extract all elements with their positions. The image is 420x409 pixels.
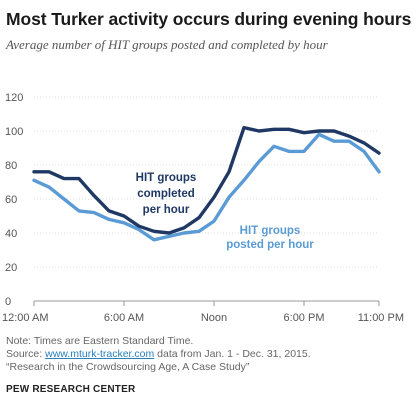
- series-label-posted-1: posted per hour: [226, 239, 314, 251]
- series-line-posted: [32, 132, 381, 242]
- y-tick-label-0: 0: [5, 296, 11, 308]
- y-tick-label-20: 20: [5, 262, 17, 274]
- y-tick-label-80: 80: [5, 160, 17, 172]
- y-tick-label-60: 60: [5, 194, 17, 206]
- series-line-completed: [32, 125, 381, 235]
- y-tick-label-40: 40: [5, 228, 17, 240]
- x-tick-label-3: 6:00 PM: [284, 312, 325, 324]
- y-tick-label-120: 120: [5, 92, 23, 104]
- chart-subtitle: Average number of HIT groups posted and …: [6, 37, 328, 52]
- source-line: Source: www.mturk-tracker.com data from …: [6, 348, 311, 361]
- series-label-completed-2: per hour: [143, 204, 190, 216]
- x-axis: 12:00 AM 6:00 AM Noon 6:00 PM 11:00 PM: [2, 300, 404, 324]
- series-lines: [32, 125, 381, 242]
- y-axis: 0 20 40 60 80 100 120: [5, 92, 23, 308]
- x-tick-label-0: 12:00 AM: [2, 312, 48, 324]
- source-link[interactable]: www.mturk-tracker.com: [45, 348, 155, 360]
- y-tick-label-100: 100: [5, 126, 23, 138]
- series-labels: HIT groups completed per hour HIT groups pos…: [136, 172, 315, 251]
- series-label-completed-0: HIT groups: [136, 172, 197, 184]
- chart-notes: Note: Times are Eastern Standard Time. S…: [6, 335, 311, 374]
- note-text: Note: Times are Eastern Standard Time.: [6, 335, 194, 347]
- x-tick-label-1: 6:00 AM: [104, 312, 144, 324]
- source-suffix: data from Jan. 1 - Dec. 31, 2015.: [154, 348, 311, 360]
- brand-name: PEW RESEARCH CENTER: [6, 384, 136, 395]
- gridlines: [34, 96, 379, 268]
- series-label-completed-1: completed: [137, 188, 195, 200]
- report-title: “Research in the Crowdsourcing Age, A Ca…: [6, 361, 250, 373]
- series-label-posted-0: HIT groups: [240, 225, 301, 237]
- x-tick-label-4: 11:00 PM: [358, 312, 404, 324]
- x-tick-label-2: Noon: [201, 312, 227, 324]
- source-prefix: Source:: [6, 348, 46, 360]
- line-chart: 0 20 40 60 80 100 120 12:00 AM 6:00 AM Noon 6:00 …: [2, 92, 404, 324]
- chart-title: Most Turker activity occurs during eveni…: [6, 9, 412, 29]
